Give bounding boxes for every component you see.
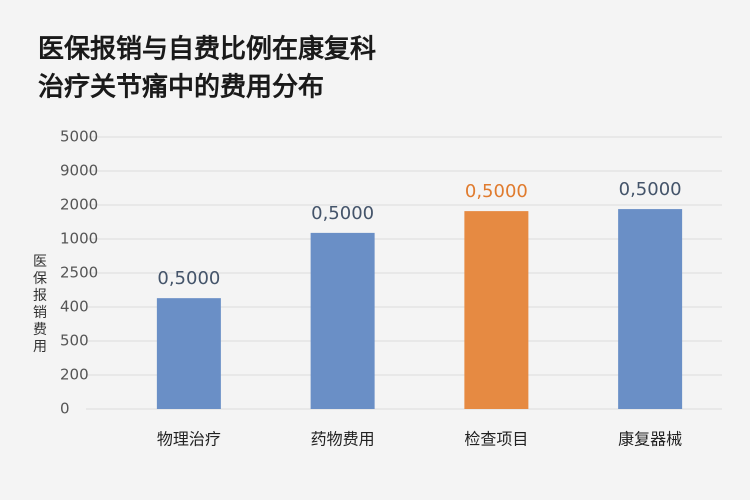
y-axis-label: 保 bbox=[33, 271, 47, 287]
y-axis-label: 医 bbox=[33, 254, 47, 270]
y-tick-label: 9000 bbox=[60, 162, 98, 180]
value-label: 0,5000 bbox=[619, 179, 682, 200]
bar bbox=[156, 298, 221, 409]
x-tick-label: 检查项目 bbox=[464, 430, 528, 449]
x-tick-label: 康复器械 bbox=[618, 430, 682, 449]
bar bbox=[618, 209, 683, 409]
y-tick-label: 200 bbox=[60, 366, 89, 384]
y-tick-label: 1000 bbox=[60, 230, 98, 248]
value-label: 0,5000 bbox=[157, 268, 220, 289]
x-tick-label: 药物费用 bbox=[311, 430, 375, 449]
y-tick-label: 500 bbox=[60, 332, 89, 350]
x-tick-label: 物理治疗 bbox=[157, 430, 221, 449]
y-axis-label: 销 bbox=[33, 305, 47, 321]
value-label: 0,5000 bbox=[311, 203, 374, 224]
y-tick-label: 400 bbox=[60, 298, 89, 316]
y-axis-label: 费 bbox=[33, 322, 47, 338]
y-tick-label: 0 bbox=[60, 400, 70, 418]
y-axis-label: 用 bbox=[33, 339, 47, 355]
chart-title-line: 医保报销与自费比例在康复科 bbox=[38, 34, 376, 65]
y-tick-label: 2500 bbox=[60, 264, 98, 282]
bar bbox=[464, 211, 529, 409]
y-tick-label: 2000 bbox=[60, 196, 98, 214]
y-tick-label: 5000 bbox=[60, 128, 98, 146]
y-axis-label: 报 bbox=[33, 288, 47, 304]
bar bbox=[310, 232, 375, 409]
value-label: 0,5000 bbox=[465, 181, 528, 202]
chart-title-line: 治疗关节痛中的费用分布 bbox=[38, 72, 324, 103]
